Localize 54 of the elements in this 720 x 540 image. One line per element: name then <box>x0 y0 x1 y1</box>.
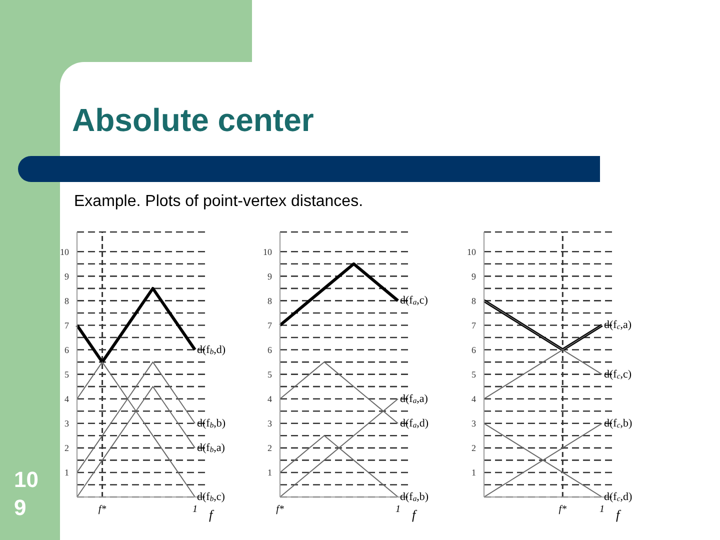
y-tick-label: 7 <box>472 320 476 330</box>
y-tick-label: 5 <box>64 370 70 380</box>
chart-subtitle: Example. Plots of point-vertex distances. <box>74 193 364 210</box>
y-tick-label: 9 <box>64 271 70 282</box>
y-tick-label: 4 <box>64 394 70 404</box>
series-label: d(f$_{c}$,b) <box>604 416 632 430</box>
series-label: d(f$_{b}$,a) <box>197 441 226 454</box>
x-axis-title: f <box>616 507 622 522</box>
y-tick-label: 10 <box>60 246 70 257</box>
y-tick-label: 4 <box>268 394 272 404</box>
y-tick-label: 1 <box>64 468 69 478</box>
series-label: d(f$_{c}$,c) <box>604 368 632 380</box>
series-label: d(f$_{c}$,d) <box>604 490 632 503</box>
y-tick-label: 6 <box>64 344 70 355</box>
series-label: d(f$_{c}$,a) <box>604 318 632 332</box>
x-tick-label: 1 <box>396 504 400 516</box>
x-tick-label: f* <box>558 504 567 516</box>
y-tick-label: 6 <box>268 344 272 355</box>
series-label: d(f$_{b}$,b) <box>197 416 226 430</box>
y-tick-label: 10 <box>467 246 476 257</box>
y-tick-label: 6 <box>472 344 476 355</box>
x-tick-label: 1 <box>600 504 604 516</box>
y-tick-label: 3 <box>268 418 272 429</box>
x-axis-title: f <box>209 507 215 522</box>
y-tick-label: 1 <box>268 468 272 478</box>
y-tick-label: 8 <box>64 296 70 306</box>
y-tick-label: 1 <box>472 468 476 478</box>
y-tick-label: 2 <box>268 443 272 454</box>
y-tick-label: 10 <box>263 246 272 257</box>
series-label: d(f$_{a}$,b) <box>400 490 429 503</box>
y-tick-label: 5 <box>268 370 272 380</box>
text: 109 <box>14 466 40 522</box>
y-tick-label: 8 <box>472 296 476 306</box>
chart-title: Absolute center <box>72 102 314 138</box>
series-label: d(f$_{a}$,a) <box>400 392 428 405</box>
y-tick-label: 9 <box>472 271 476 282</box>
y-tick-label: 3 <box>64 418 70 429</box>
y-tick-label: 2 <box>472 443 476 454</box>
y-tick-label: 3 <box>472 418 476 429</box>
x-tick-label: f* <box>276 504 284 516</box>
y-tick-label: 4 <box>472 394 476 404</box>
y-tick-label: 8 <box>268 296 272 306</box>
series-label: d(f$_{a}$,d) <box>400 416 429 430</box>
x-axis-title: f <box>412 507 418 522</box>
series-label: d(f$_{a}$,c) <box>400 294 428 306</box>
y-tick-label: 9 <box>268 271 272 282</box>
series-label: d(f$_{b}$,d) <box>197 343 226 356</box>
y-tick-label: 5 <box>472 370 476 380</box>
series-label: d(f$_{b}$,c) <box>197 490 226 503</box>
x-tick-label: f* <box>98 504 106 516</box>
y-tick-label: 2 <box>64 443 69 454</box>
y-tick-label: 7 <box>268 320 272 330</box>
y-tick-label: 7 <box>64 320 70 330</box>
x-tick-label: 1 <box>192 504 198 516</box>
